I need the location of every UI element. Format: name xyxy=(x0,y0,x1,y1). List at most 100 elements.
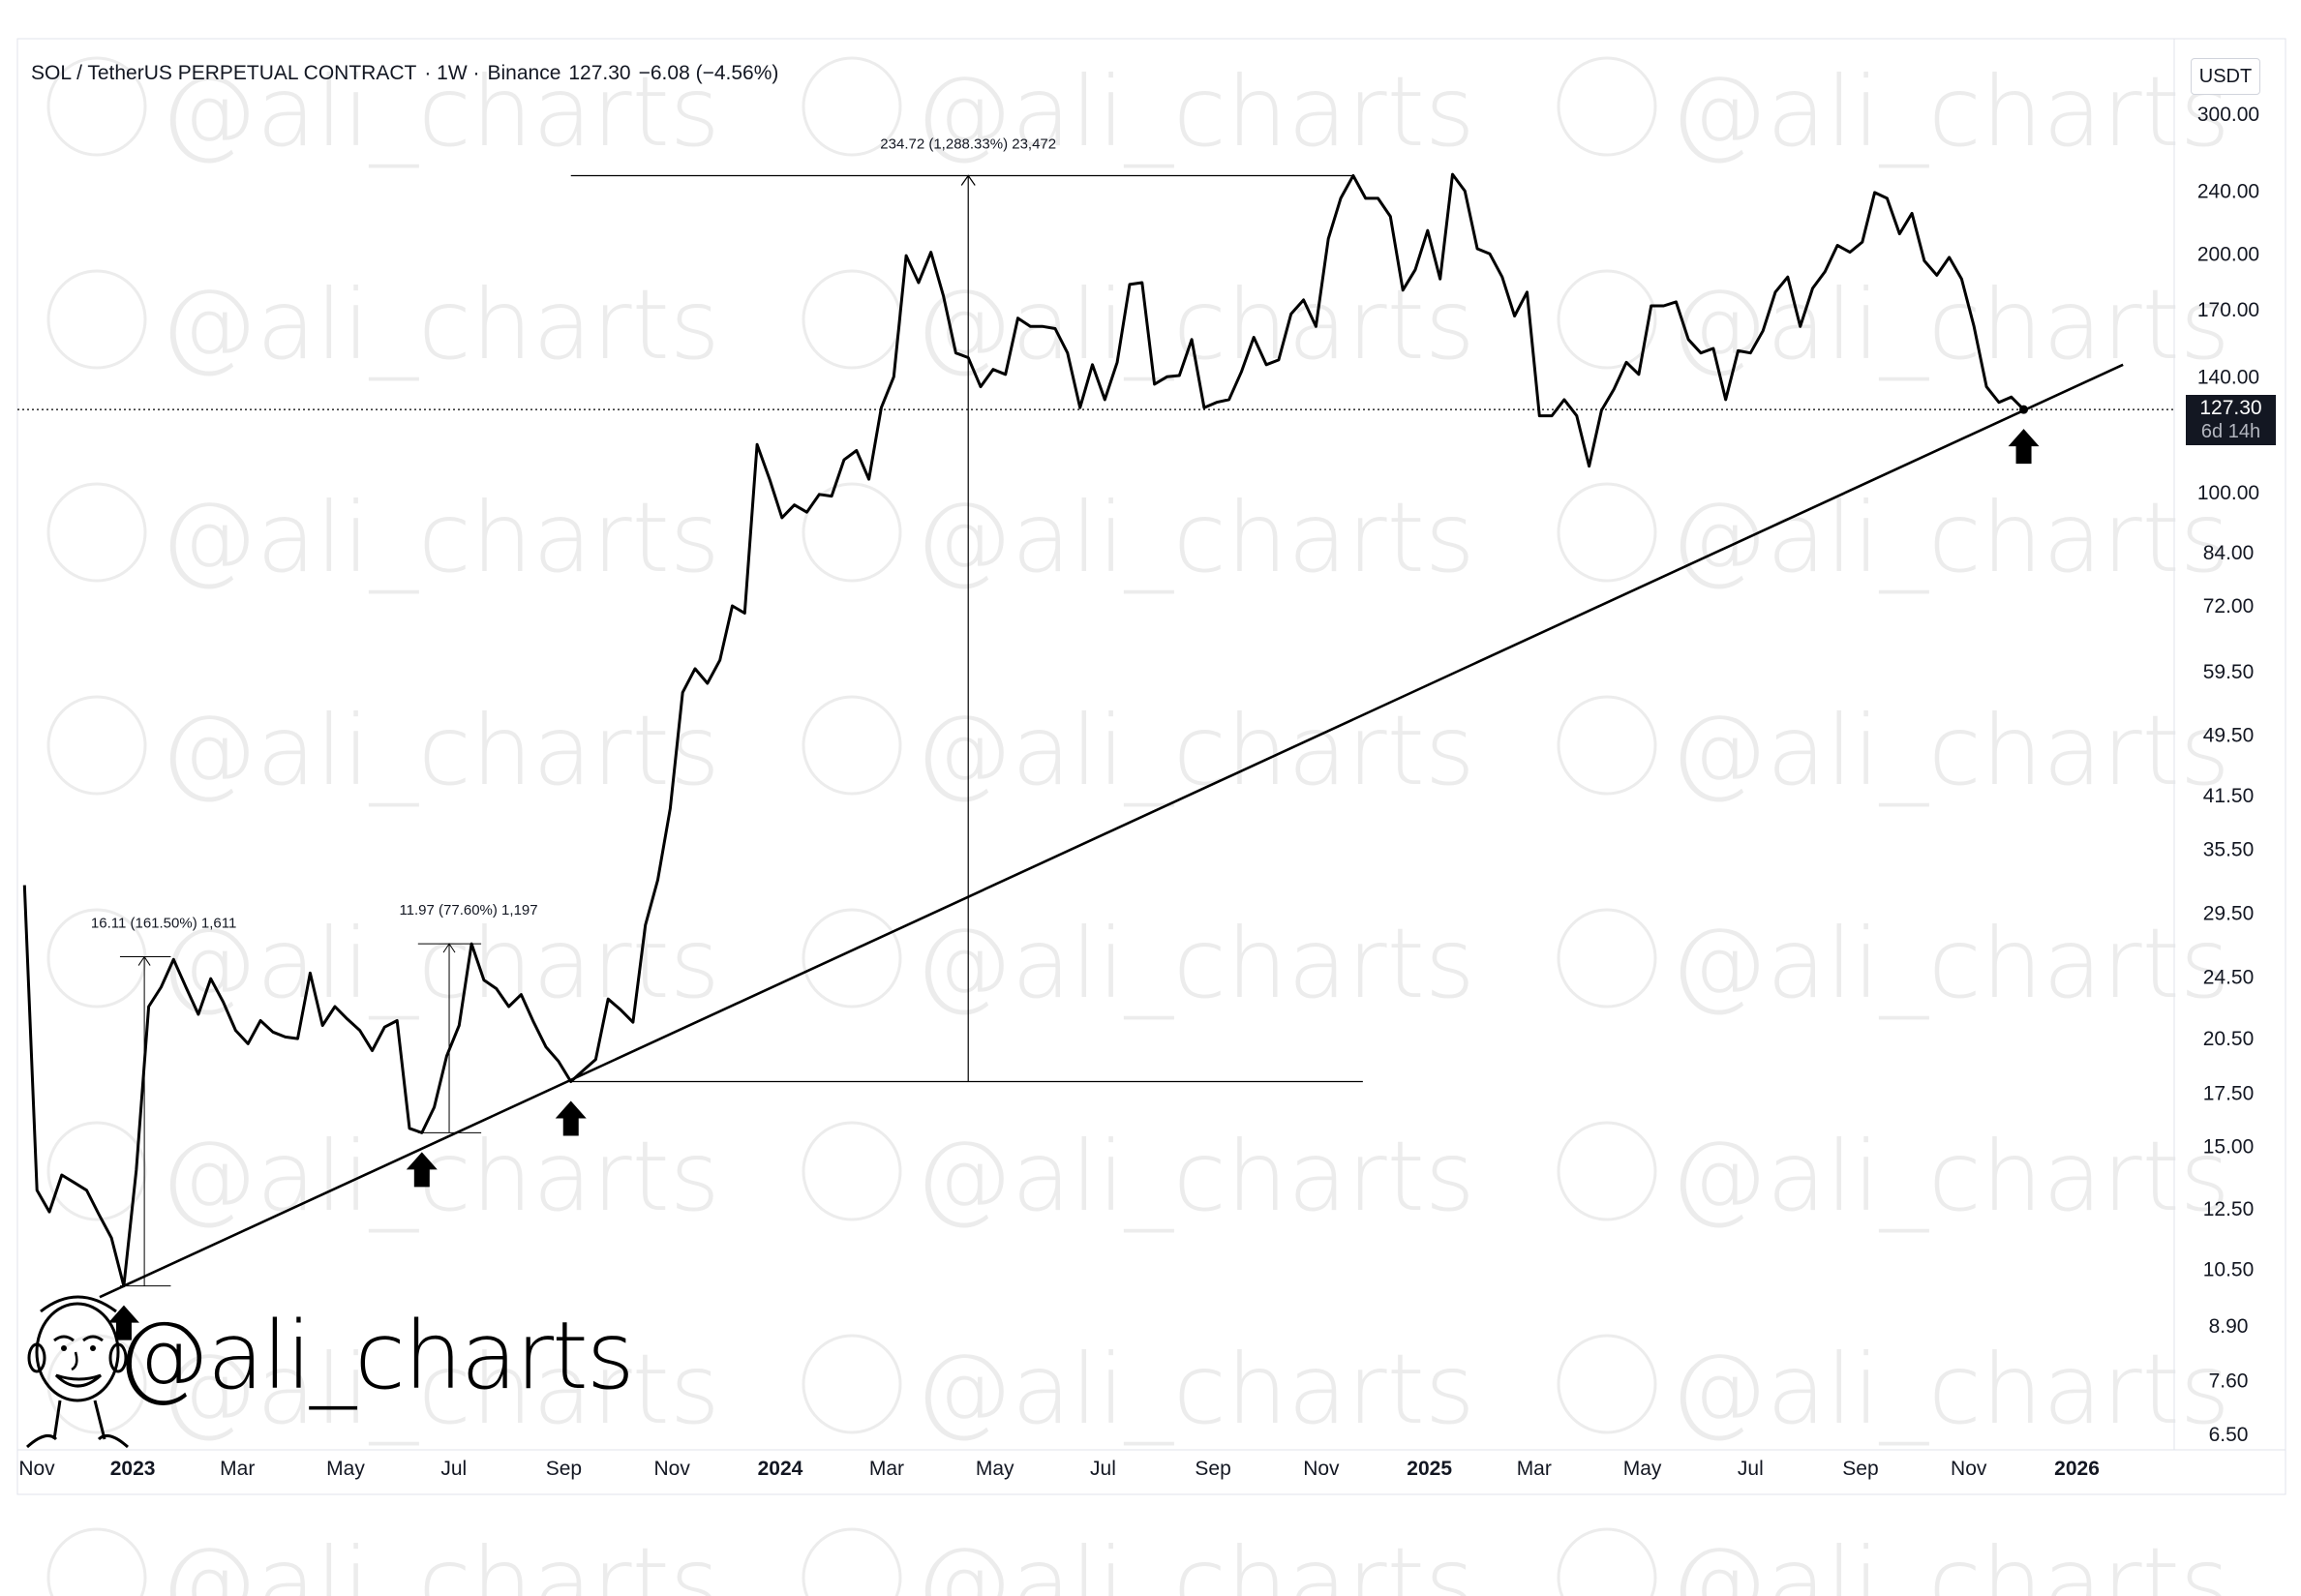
watermark-tile: @ali_charts xyxy=(46,55,720,168)
watermark-face-icon xyxy=(1557,482,1657,583)
candle-countdown: 6d 14h xyxy=(2200,421,2261,442)
x-tick-label: 2023 xyxy=(110,1458,156,1480)
interval-label[interactable]: · 1W · xyxy=(424,62,480,84)
watermark-face-icon xyxy=(46,1527,147,1596)
watermark-tile: @ali_charts xyxy=(1557,268,2230,381)
watermark-tile: @ali_charts xyxy=(46,1333,720,1446)
y-tick-label: 17.50 xyxy=(2203,1082,2255,1104)
x-tick-label: Nov xyxy=(1951,1458,1987,1480)
x-tick-label: Jul xyxy=(1090,1458,1116,1480)
watermark-text: @ali_charts xyxy=(915,481,1475,594)
measure-label: 11.97 (77.60%) 1,197 xyxy=(399,902,537,918)
watermark-tile: @ali_charts xyxy=(802,1120,1475,1233)
watermark-text: @ali_charts xyxy=(160,694,720,807)
currency-unit-button[interactable]: USDT xyxy=(2191,58,2260,95)
watermark-face-icon xyxy=(802,1527,902,1596)
watermark-face-icon xyxy=(1557,908,1657,1009)
x-tick-label: May xyxy=(326,1458,365,1480)
price-change: −6.08 (−4.56%) xyxy=(638,62,779,84)
watermark-tile: @ali_charts xyxy=(1557,1526,2230,1596)
watermark-face-icon xyxy=(46,1121,147,1221)
exchange-label: Binance xyxy=(487,62,561,84)
current-price-label: 127.30 6d 14h xyxy=(2186,395,2276,445)
y-tick-label: 12.50 xyxy=(2203,1198,2255,1220)
y-tick-label: 20.50 xyxy=(2203,1028,2255,1050)
y-tick-label: 170.00 xyxy=(2197,299,2259,321)
watermark-tile: @ali_charts xyxy=(802,55,1475,168)
last-price-dot xyxy=(2019,405,2029,414)
watermark-tile: @ali_charts xyxy=(1557,1120,2230,1233)
x-tick-label: Nov xyxy=(654,1458,691,1480)
watermark-tile: @ali_charts xyxy=(802,907,1475,1020)
watermark-text: @ali_charts xyxy=(1670,1526,2230,1596)
watermark-text: @ali_charts xyxy=(915,55,1475,168)
watermark-tile: @ali_charts xyxy=(1557,694,2230,807)
x-tick-label: 2025 xyxy=(1407,1458,1452,1480)
price-series-line xyxy=(22,172,2025,1288)
y-tick-label: 72.00 xyxy=(2203,595,2255,617)
y-tick-label: 29.50 xyxy=(2203,903,2255,925)
watermark-face-icon xyxy=(46,695,147,796)
measure-arrowhead xyxy=(960,174,976,186)
y-tick-label: 10.50 xyxy=(2203,1258,2255,1280)
brand-handle: @ali_charts xyxy=(116,1302,635,1410)
watermark-face-icon xyxy=(802,269,902,370)
price-range-measure xyxy=(417,943,482,1133)
watermark-tile: @ali_charts xyxy=(802,694,1475,807)
y-tick-label: 84.00 xyxy=(2203,542,2255,564)
watermark-text: @ali_charts xyxy=(160,268,720,381)
y-tick-label: 6.50 xyxy=(2209,1424,2249,1446)
watermark-tile: @ali_charts xyxy=(46,907,720,1020)
support-trendline xyxy=(99,363,2124,1299)
measure-arrowhead xyxy=(137,955,151,966)
chart-header: SOL / TetherUS PERPETUAL CONTRACT · 1W · B… xyxy=(31,62,786,85)
watermark-tile: @ali_charts xyxy=(802,481,1475,594)
x-tick-label: Mar xyxy=(869,1458,904,1480)
watermark-text: @ali_charts xyxy=(915,907,1475,1020)
watermark-tile: @ali_charts xyxy=(46,1120,720,1233)
symbol-title[interactable]: SOL / TetherUS PERPETUAL CONTRACT xyxy=(31,62,417,84)
watermark-face-icon xyxy=(1557,1527,1657,1596)
watermark-tile: @ali_charts xyxy=(46,1526,720,1596)
watermark-face-icon xyxy=(802,908,902,1009)
x-tick-label: Mar xyxy=(1517,1458,1552,1480)
support-arrow-icon xyxy=(107,1305,139,1340)
watermark-tile: @ali_charts xyxy=(46,481,720,594)
last-price: 127.30 xyxy=(568,62,631,84)
y-tick-label: 7.60 xyxy=(2209,1370,2249,1392)
watermark-text: @ali_charts xyxy=(1670,1120,2230,1233)
watermark-text: @ali_charts xyxy=(915,1333,1475,1446)
watermark-text: @ali_charts xyxy=(160,1333,720,1446)
measure-label: 234.72 (1,288.33%) 23,472 xyxy=(880,136,1056,152)
support-arrow-icon xyxy=(555,1100,587,1136)
watermark-face-icon xyxy=(46,269,147,370)
price-range-measure xyxy=(119,955,171,1287)
y-tick-label: 49.50 xyxy=(2203,724,2255,746)
support-arrow-icon xyxy=(2008,429,2040,465)
watermark-face-icon xyxy=(1557,269,1657,370)
x-tick-label: Sep xyxy=(1842,1458,1878,1480)
y-tick-label: 300.00 xyxy=(2197,104,2259,126)
watermark-tile: @ali_charts xyxy=(1557,907,2230,1020)
watermark-text: @ali_charts xyxy=(915,694,1475,807)
y-tick-label: 59.50 xyxy=(2203,661,2255,683)
support-arrow-icon xyxy=(406,1152,438,1188)
watermark-text: @ali_charts xyxy=(1670,694,2230,807)
y-tick-label: 24.50 xyxy=(2203,967,2255,989)
watermark-face-icon xyxy=(802,1334,902,1434)
x-tick-label: Mar xyxy=(220,1458,255,1480)
watermark-text: @ali_charts xyxy=(915,1526,1475,1596)
watermark-tile: @ali_charts xyxy=(1557,481,2230,594)
watermark-face-icon xyxy=(802,56,902,157)
watermark-face-icon xyxy=(802,695,902,796)
x-tick-label: May xyxy=(1623,1458,1662,1480)
x-tick-label: 2024 xyxy=(758,1458,803,1480)
x-tick-label: Jul xyxy=(1738,1458,1764,1480)
watermark-tile: @ali_charts xyxy=(1557,1333,2230,1446)
y-tick-label: 240.00 xyxy=(2197,180,2259,202)
watermark-face-icon xyxy=(1557,695,1657,796)
watermark-text: @ali_charts xyxy=(160,55,720,168)
x-tick-label: Nov xyxy=(1303,1458,1340,1480)
watermark-tile: @ali_charts xyxy=(802,1333,1475,1446)
